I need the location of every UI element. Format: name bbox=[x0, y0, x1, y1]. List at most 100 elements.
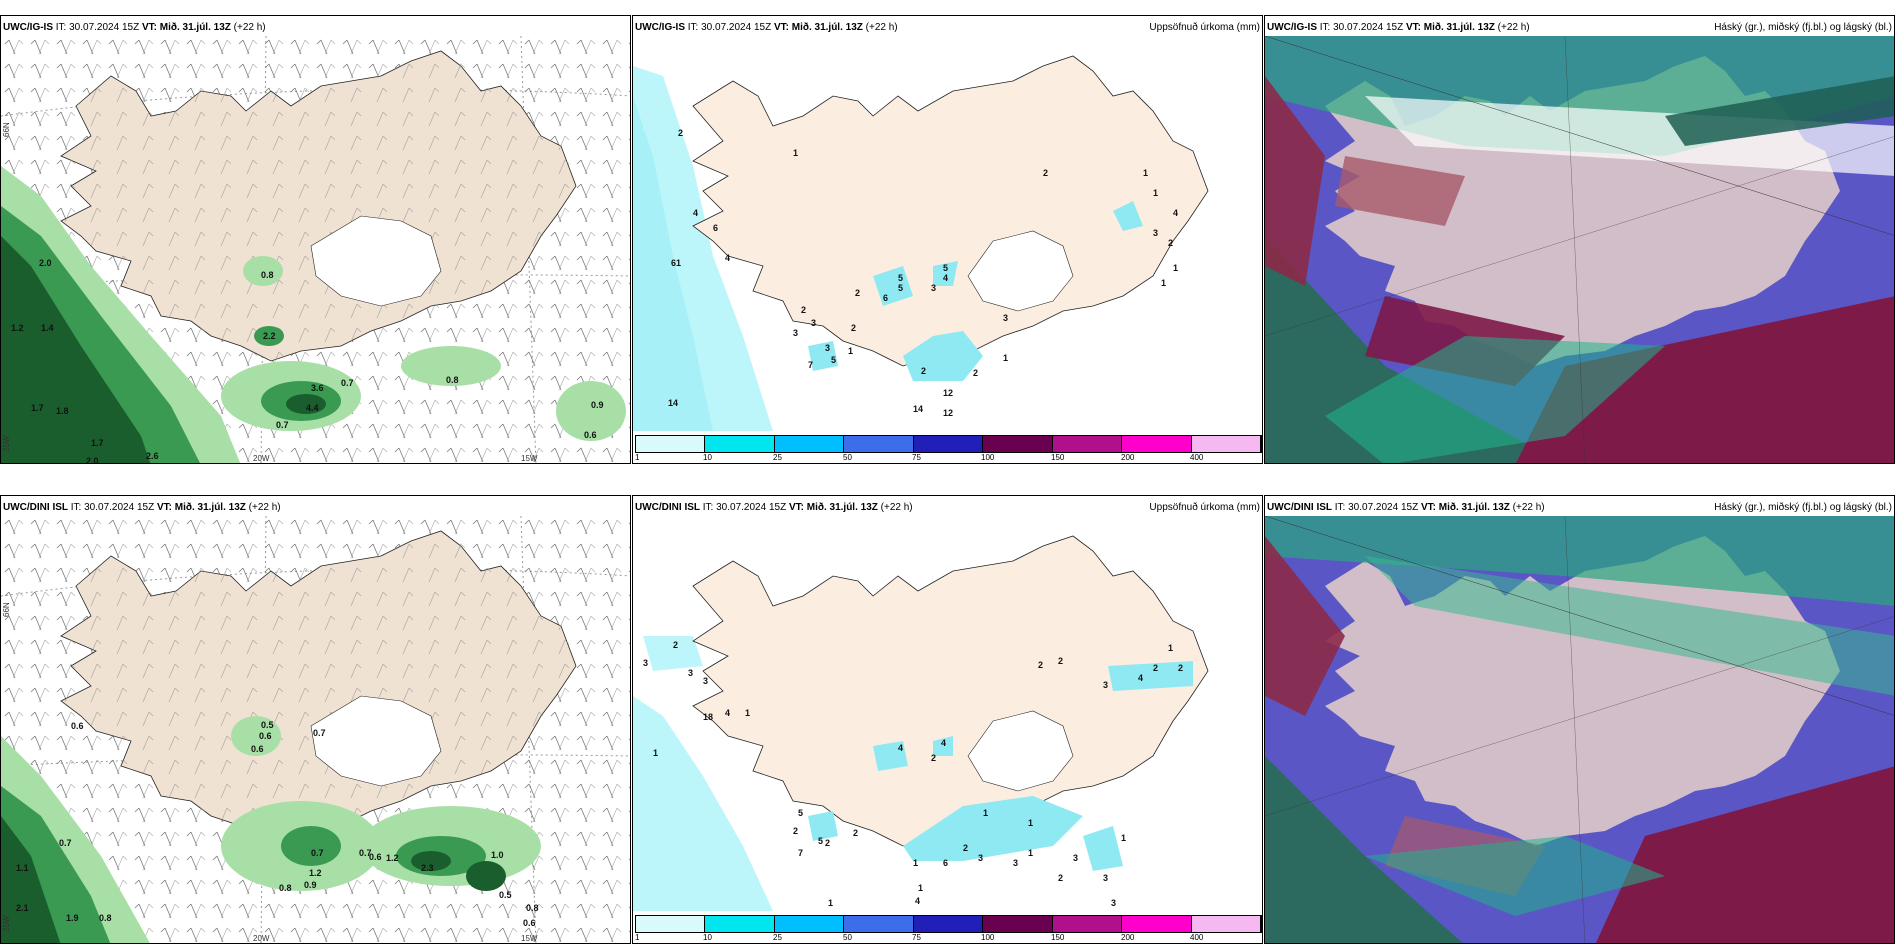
panel-title: UWC/IG-IS IT: 30.07.2024 15Z VT: Mið. 31… bbox=[635, 22, 898, 33]
svg-text:1: 1 bbox=[1121, 833, 1126, 843]
svg-text:3: 3 bbox=[1103, 680, 1108, 690]
svg-text:2: 2 bbox=[921, 366, 926, 376]
svg-text:3: 3 bbox=[1153, 228, 1158, 238]
svg-text:4: 4 bbox=[898, 743, 903, 753]
svg-text:5: 5 bbox=[898, 283, 903, 293]
panel-subtitle: Uppsöfnuð úrkoma (mm) bbox=[1149, 502, 1260, 513]
svg-text:0.5: 0.5 bbox=[261, 720, 274, 730]
svg-text:0.7: 0.7 bbox=[313, 728, 326, 738]
svg-text:0.6: 0.6 bbox=[259, 731, 272, 741]
panel-precip-igis: UWC/IG-IS IT: 30.07.2024 15Z VT: Mið. 31… bbox=[632, 15, 1263, 464]
svg-text:3: 3 bbox=[688, 668, 693, 678]
svg-text:14: 14 bbox=[913, 404, 923, 414]
svg-text:4: 4 bbox=[941, 738, 946, 748]
svg-text:3: 3 bbox=[793, 328, 798, 338]
svg-text:1: 1 bbox=[918, 883, 923, 893]
svg-text:0.8: 0.8 bbox=[279, 883, 292, 893]
panel-title: UWC/DINI ISL IT: 30.07.2024 15Z VT: Mið.… bbox=[3, 502, 281, 513]
svg-text:1: 1 bbox=[653, 748, 658, 758]
svg-text:2: 2 bbox=[673, 640, 678, 650]
svg-text:4: 4 bbox=[943, 273, 948, 283]
svg-text:3: 3 bbox=[931, 283, 936, 293]
svg-text:3: 3 bbox=[978, 853, 983, 863]
svg-text:1: 1 bbox=[1161, 278, 1166, 288]
panel-subtitle: Háský (gr.), miðský (fj.bl.) og lágský (… bbox=[1714, 502, 1892, 513]
svg-text:0.6: 0.6 bbox=[584, 430, 597, 440]
svg-text:0.8: 0.8 bbox=[99, 913, 112, 923]
svg-text:1.9: 1.9 bbox=[66, 913, 79, 923]
svg-text:2: 2 bbox=[855, 288, 860, 298]
svg-text:0.7: 0.7 bbox=[311, 848, 324, 858]
svg-text:3: 3 bbox=[825, 343, 830, 353]
svg-text:2: 2 bbox=[1043, 168, 1048, 178]
svg-text:4: 4 bbox=[693, 208, 698, 218]
panel-title: UWC/IG-IS IT: 30.07.2024 15Z VT: Mið. 31… bbox=[3, 22, 266, 33]
cloud-map[interactable] bbox=[1265, 36, 1895, 464]
svg-text:61: 61 bbox=[671, 258, 681, 268]
svg-text:1: 1 bbox=[1003, 353, 1008, 363]
svg-text:1.2: 1.2 bbox=[309, 868, 322, 878]
svg-text:1: 1 bbox=[1168, 643, 1173, 653]
svg-text:0.7: 0.7 bbox=[276, 420, 289, 430]
svg-text:4.4: 4.4 bbox=[306, 403, 319, 413]
svg-text:1: 1 bbox=[1143, 168, 1148, 178]
svg-text:0.8: 0.8 bbox=[526, 903, 539, 913]
svg-text:2: 2 bbox=[973, 368, 978, 378]
svg-text:1: 1 bbox=[913, 858, 918, 868]
svg-text:3: 3 bbox=[1073, 853, 1078, 863]
svg-text:0.6: 0.6 bbox=[251, 744, 264, 754]
svg-text:0.5: 0.5 bbox=[499, 890, 512, 900]
svg-text:0.6: 0.6 bbox=[369, 852, 382, 862]
svg-text:18: 18 bbox=[703, 712, 713, 722]
svg-text:2: 2 bbox=[851, 323, 856, 333]
precip-map[interactable]: 2 1 1 1 4 4 6 3 2 5 4 61 4 5 6 3 5 2 2 3… bbox=[633, 36, 1263, 431]
svg-text:1: 1 bbox=[828, 898, 833, 908]
cloud-map[interactable] bbox=[1265, 516, 1895, 944]
svg-text:2: 2 bbox=[1038, 660, 1043, 670]
wind-map[interactable]: 0.6 0.7 1.1 2.1 1.9 0.8 0.5 0.6 0.6 0.7 … bbox=[1, 516, 631, 944]
svg-text:1: 1 bbox=[983, 808, 988, 818]
colorbar-ticks: 1 10 25 50 75 100 150 200 400 bbox=[635, 453, 1204, 462]
colorbar bbox=[635, 915, 1262, 933]
svg-text:25W: 25W bbox=[2, 435, 11, 452]
svg-text:6: 6 bbox=[883, 293, 888, 303]
panel-cloud-dini: UWC/DINI ISL IT: 30.07.2024 15Z VT: Mið.… bbox=[1264, 495, 1895, 944]
svg-text:2.0: 2.0 bbox=[39, 258, 52, 268]
svg-text:5: 5 bbox=[818, 836, 823, 846]
svg-text:0.7: 0.7 bbox=[341, 378, 354, 388]
svg-text:7: 7 bbox=[798, 848, 803, 858]
wind-map[interactable]: 2.0 1.2 1.4 1.7 1.8 1.7 2.0 2.6 0.8 2.2 … bbox=[1, 36, 631, 464]
svg-text:3.6: 3.6 bbox=[311, 383, 324, 393]
panel-subtitle: Uppsöfnuð úrkoma (mm) bbox=[1149, 22, 1260, 33]
svg-text:4: 4 bbox=[1138, 673, 1143, 683]
precip-map[interactable]: 2 3 3 3 1 18 4 1 4 4 2 5 4 2 2 7 5 2 1 6… bbox=[633, 516, 1263, 911]
svg-text:2.3: 2.3 bbox=[421, 863, 434, 873]
svg-text:1.8: 1.8 bbox=[56, 406, 69, 416]
svg-text:0.6: 0.6 bbox=[523, 918, 536, 928]
colorbar-ticks: 1 10 25 50 75 100 150 200 400 bbox=[635, 933, 1204, 942]
svg-text:5: 5 bbox=[943, 263, 948, 273]
svg-text:4: 4 bbox=[725, 253, 730, 263]
svg-text:2.0: 2.0 bbox=[86, 456, 99, 464]
svg-text:2: 2 bbox=[678, 128, 683, 138]
svg-text:2: 2 bbox=[931, 753, 936, 763]
svg-text:3: 3 bbox=[1111, 898, 1116, 908]
svg-text:1.0: 1.0 bbox=[491, 850, 504, 860]
svg-text:1.4: 1.4 bbox=[41, 323, 54, 333]
svg-text:1: 1 bbox=[1028, 818, 1033, 828]
svg-text:1: 1 bbox=[1173, 263, 1178, 273]
svg-text:4: 4 bbox=[1173, 208, 1178, 218]
svg-text:15W: 15W bbox=[521, 934, 538, 943]
svg-text:1.2: 1.2 bbox=[386, 853, 399, 863]
svg-text:66N: 66N bbox=[2, 602, 11, 617]
svg-text:2.2: 2.2 bbox=[263, 331, 276, 341]
svg-text:20W: 20W bbox=[253, 934, 270, 943]
svg-text:1: 1 bbox=[848, 346, 853, 356]
panel-title: UWC/DINI ISL IT: 30.07.2024 15Z VT: Mið.… bbox=[635, 502, 913, 513]
svg-text:1: 1 bbox=[793, 148, 798, 158]
svg-text:2: 2 bbox=[793, 826, 798, 836]
svg-text:2: 2 bbox=[1058, 656, 1063, 666]
svg-text:3: 3 bbox=[811, 318, 816, 328]
svg-text:6: 6 bbox=[943, 858, 948, 868]
svg-text:20W: 20W bbox=[253, 454, 270, 463]
